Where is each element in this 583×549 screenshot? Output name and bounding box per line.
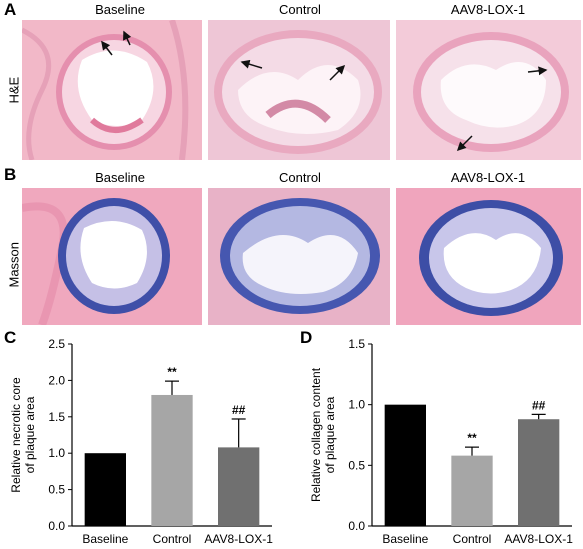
chart-d-significance-label: ## [532,398,546,412]
chart-d-y-tick-label: 1.5 [348,337,365,351]
chart-d-bar-1 [451,455,493,526]
chart-d-significance-label: ** [467,431,477,445]
panel-letter-c: C [4,328,17,347]
he-image-baseline [22,20,202,160]
arrow-icon [240,59,263,69]
chart-d-category-label: AAV8-LOX-1 [504,532,573,546]
arrow-icon [101,40,113,56]
chart-c-y-tick-label: 1.0 [48,446,65,460]
chart-d-bar-0 [384,404,426,526]
chart-d-y-tick-label: 1.0 [348,398,365,412]
panel-a-title-control: Control [279,2,321,17]
chart-c-significance-label: ## [232,403,246,417]
panel-a-title-aav8: AAV8-LOX-1 [450,2,526,17]
panel-b-title-baseline: Baseline [95,170,145,185]
chart-c-y-tick-label: 2.0 [48,373,65,387]
arrow-icon [456,135,473,152]
chart-c-bar-0 [84,453,126,526]
he-image-aav8 [396,20,581,160]
chart-d-bar-2 [518,419,560,526]
panel-b-title-control: Control [279,170,321,185]
chart-d-y-axis-label: Relative collagen contentof plaque area [309,367,337,502]
chart-c-bar-1 [151,394,193,526]
panel-letter-a: A [4,0,17,19]
chart-c-y-tick-label: 2.5 [48,337,65,351]
chart-c-category-label: Baseline [82,532,128,546]
bar-charts: 0.0 0.5 1.0 1.5 2.0 2.5 Relative necrotic core… [9,337,573,546]
chart-c-y-axis-label: Relative necrotic coreof plaque area [9,377,37,493]
panel-b-title-aav8: AAV8-LOX-1 [450,170,526,185]
arrow-icon [123,30,132,46]
chart-c-category-label: Control [153,532,192,546]
arrow-icon [329,64,346,81]
row-label-masson: Masson [6,241,22,288]
masson-image-control [208,188,390,325]
chart-c-bar-2 [218,447,260,526]
chart-c-significance-label: ** [167,365,177,379]
chart-c-category-label: AAV8-LOX-1 [204,532,273,546]
chart-d-y-tick-label: 0.0 [348,519,365,533]
chart-d-y-tick-label: 0.5 [348,458,365,472]
masson-image-baseline [22,188,202,325]
panel-a-title-baseline: Baseline [95,2,145,17]
chart-c-y-tick-label: 1.5 [48,410,65,424]
panel-letter-b: B [4,165,17,184]
arrow-icon [527,66,548,76]
panel-letter-d: D [300,328,313,347]
chart-d-category-label: Baseline [382,532,428,546]
masson-image-aav8 [396,188,581,325]
chart-c-y-tick-label: 0.5 [48,483,65,497]
chart-d-category-label: Control [453,532,492,546]
chart-c-y-tick-label: 0.0 [48,519,65,533]
annotation-arrows [101,30,548,152]
